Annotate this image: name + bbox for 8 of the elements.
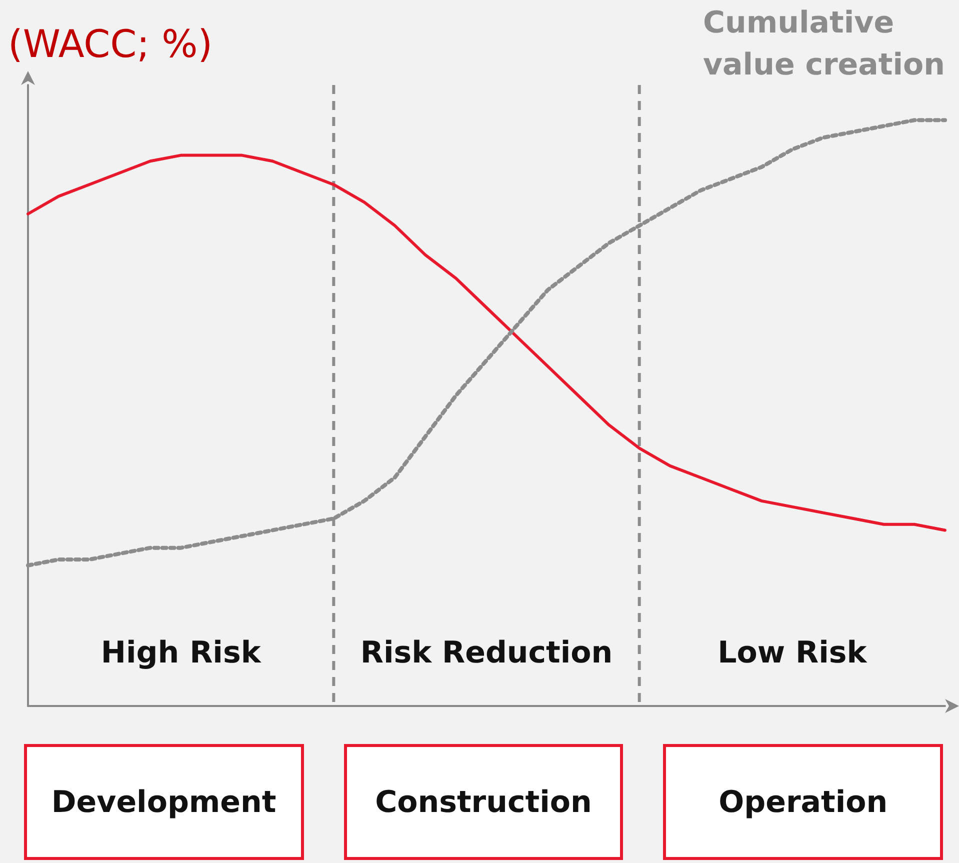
- text-box: Development: [24, 744, 304, 860]
- text-box: Construction: [344, 744, 624, 860]
- annotation: Risk Reduction: [360, 636, 613, 670]
- series-label: Cumulative value creation: [703, 6, 945, 82]
- y-axis-title: (WACC; %): [8, 22, 213, 66]
- annotation: High Risk: [100, 636, 262, 670]
- annotation: Low Risk: [718, 636, 868, 670]
- text-box: Operation: [663, 744, 943, 860]
